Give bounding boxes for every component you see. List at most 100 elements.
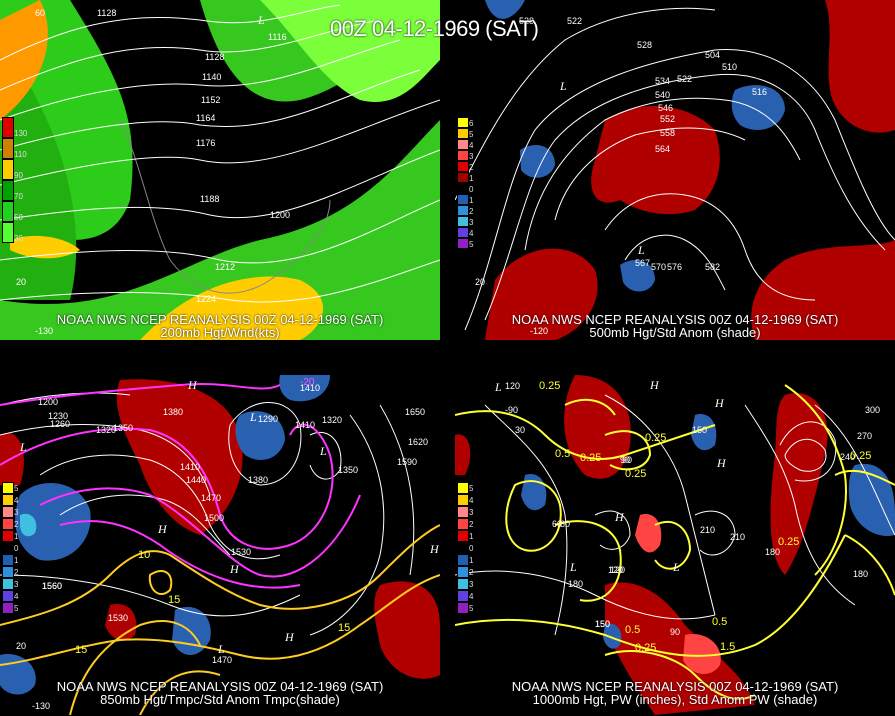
anom-positive	[605, 582, 755, 715]
map-1000mb: 120 -90 30 60 90 120 150 180 210 240 270…	[455, 375, 895, 715]
contour-label: 1380	[163, 407, 183, 417]
panel-200mb: 1128 1116 1128 1140 1152 1164 1176 1188 …	[0, 0, 440, 340]
contour-label: 90	[670, 627, 680, 637]
contour-label: 180	[568, 579, 583, 589]
legend-label: 0	[14, 544, 19, 553]
panel-1000mb: 120 -90 30 60 90 120 150 180 210 240 270…	[455, 375, 895, 715]
legend-swatch	[2, 180, 14, 201]
contour-label: 1320	[96, 425, 116, 435]
legend-swatch	[2, 494, 14, 506]
contour-label: 1164	[196, 113, 215, 123]
anom-positive	[591, 106, 720, 215]
legend-label: 5	[469, 484, 474, 493]
panel-caption-line2: 1000mb Hgt, PW (inches), Std Anom PW (sh…	[532, 692, 818, 707]
contour-label: 1650	[405, 407, 425, 417]
lat-label: 20	[16, 277, 26, 287]
contour-label: 210	[730, 532, 745, 542]
contour-label: 567	[635, 258, 650, 268]
legend-label: 4	[469, 496, 474, 505]
panel-caption-line1: NOAA NWS NCEP REANALYSIS 00Z 04-12-1969 …	[56, 312, 384, 327]
pw-contours	[455, 384, 895, 700]
legend-label: 6	[469, 119, 474, 128]
legend-label: 0	[469, 544, 474, 553]
temp-label: -20	[300, 377, 315, 388]
anom-positive	[751, 240, 895, 340]
map-200mb: 1128 1116 1128 1140 1152 1164 1176 1188 …	[0, 0, 440, 340]
contour-label: 120	[608, 565, 623, 575]
legend-label: 30	[14, 234, 23, 243]
legend-label: 3	[14, 508, 19, 517]
legend-swatch	[457, 172, 469, 183]
map-850mb: 1200 1230 1260 1320 1350 1380 1410 1440 …	[0, 375, 440, 715]
legend-label: 4	[14, 592, 19, 601]
legend-label: 2	[469, 207, 474, 216]
contour-label: 150	[692, 425, 707, 435]
legend-label: 0	[469, 185, 474, 194]
legend-label: 5	[469, 604, 474, 613]
lat-label: 20	[475, 277, 485, 287]
pw-label: 1.5	[720, 641, 735, 653]
legend-swatch	[2, 578, 14, 590]
contour-label: 1470	[212, 655, 232, 665]
legend-swatch	[2, 222, 14, 243]
panel-850mb: 1200 1230 1260 1320 1350 1380 1410 1440 …	[0, 375, 440, 715]
panel-caption-line2: 500mb Hgt/Std Anom (shade)	[589, 325, 761, 340]
legend-swatch	[457, 578, 469, 590]
contour-label: 1140	[202, 72, 221, 82]
contour-label: 576	[667, 262, 682, 272]
contour-label: 1350	[338, 465, 358, 475]
high-marker: H	[649, 378, 660, 392]
contour-label: 30	[515, 425, 525, 435]
lon-label: -130	[32, 701, 50, 711]
high-marker: H	[429, 542, 440, 556]
panel-500mb: 522 528 534 540 546 552 558 564 504 510 …	[455, 0, 895, 340]
contour-label: 582	[705, 262, 720, 272]
legend-label: 2	[469, 163, 474, 172]
pw-label: 0.5	[625, 624, 640, 636]
legend-swatch	[2, 602, 14, 614]
contour-labels-850mb: 1200 1230 1260 1320 1350 1380 1410 1440 …	[16, 377, 440, 711]
contour-label: 270	[857, 431, 872, 441]
contour-label: 1290	[258, 414, 278, 424]
wind-shade-30	[260, 0, 440, 102]
high-marker: H	[614, 510, 625, 524]
contour-label: 1530	[231, 547, 251, 557]
low-wind-core	[169, 139, 241, 217]
legend-label: 5	[14, 484, 19, 493]
legend-swatch	[457, 117, 469, 128]
high-marker: H	[157, 522, 168, 536]
legend-swatch	[2, 554, 14, 566]
contour-label: 1500	[204, 513, 224, 523]
anom-negative	[235, 411, 285, 460]
legend-swatch	[457, 183, 469, 194]
contour-label: 1320	[322, 415, 342, 425]
legend-label: 90	[14, 171, 23, 180]
height-contours	[455, 7, 895, 331]
anom-negative	[848, 463, 895, 536]
high-marker: H	[284, 630, 295, 644]
legend-swatch	[2, 530, 14, 542]
contour-label: 1128	[97, 8, 116, 18]
legend-swatch	[457, 518, 469, 530]
high-marker: H	[716, 456, 727, 470]
pw-label: 0.5	[555, 448, 570, 460]
contour-label: 522	[567, 16, 582, 26]
legend-swatch	[457, 161, 469, 172]
legend-label: 50	[14, 213, 23, 222]
contour-label: 1380	[248, 475, 268, 485]
pw-label: 0.25	[778, 536, 799, 548]
anom-positive-strong	[683, 634, 721, 675]
legend-label: 1	[469, 532, 474, 541]
contour-label: 180	[765, 547, 780, 557]
pw-label: 0.25	[645, 432, 666, 444]
legend-label: 1	[14, 556, 19, 565]
pw-label: 0.5	[712, 616, 727, 628]
wind-shade-110	[0, 0, 48, 120]
legend-label: 1	[14, 532, 19, 541]
contour-label: 210	[700, 525, 715, 535]
low-marker: L	[319, 444, 327, 458]
temp-contours-cold	[0, 382, 361, 589]
contour-label: 1176	[196, 138, 215, 148]
legend-swatch	[2, 542, 14, 554]
contour-label: 1230	[48, 411, 68, 421]
